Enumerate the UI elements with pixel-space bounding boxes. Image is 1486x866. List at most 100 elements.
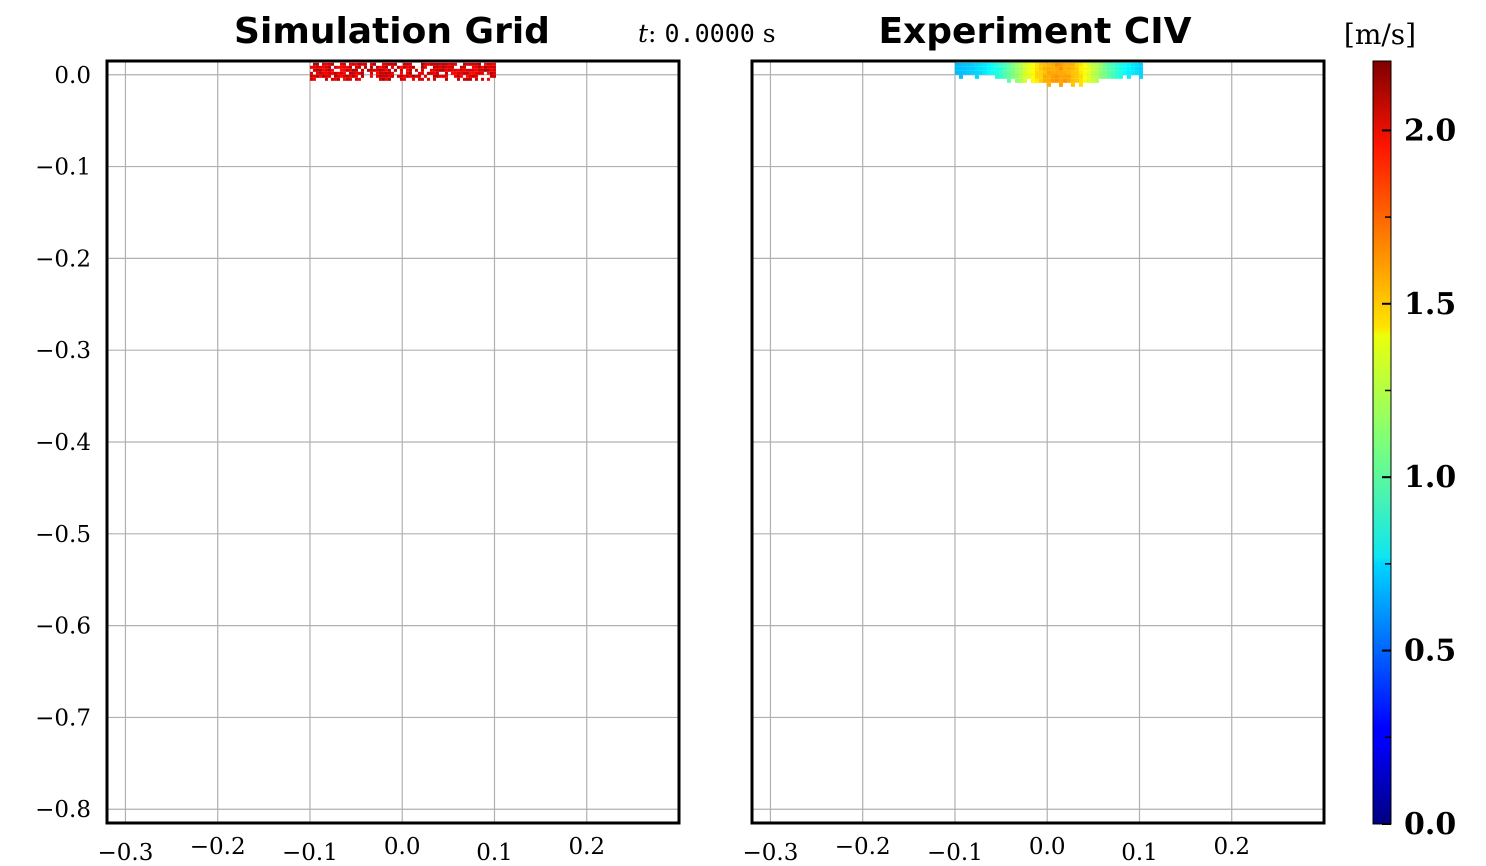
sim-field-cell <box>405 65 409 69</box>
sim-field-cell <box>447 65 451 69</box>
sim-field-cell <box>321 65 325 69</box>
left-xtick-label: −0.2 <box>190 834 246 860</box>
sim-field-cell <box>375 71 379 75</box>
civ-field-cell <box>994 74 999 79</box>
civ-field-cell <box>986 70 991 75</box>
civ-field-cell <box>1122 62 1127 67</box>
sim-field-cell <box>489 65 493 69</box>
sim-field-cell <box>471 74 475 78</box>
civ-field-cell <box>1094 62 1099 67</box>
sim-field-cell <box>342 62 346 66</box>
sim-field-cell <box>456 71 460 75</box>
civ-field-cell <box>1130 62 1135 67</box>
civ-field-cell <box>1002 74 1007 79</box>
civ-field-cell <box>1126 62 1131 67</box>
right-xtick-label: −0.2 <box>835 834 891 860</box>
civ-field-cell <box>1114 66 1119 71</box>
civ-field-cell <box>1094 66 1099 71</box>
civ-field-cell <box>994 66 999 71</box>
civ-field-cell <box>1074 66 1079 71</box>
sim-field-cell <box>444 62 448 66</box>
left-xtick-label: 0.0 <box>384 834 421 860</box>
civ-field-cell <box>1022 78 1027 83</box>
sim-field-cell <box>474 65 478 69</box>
sim-field-cell <box>435 65 439 69</box>
sim-field-cell <box>381 62 385 66</box>
civ-field-cell <box>1094 74 1099 79</box>
civ-field-cell <box>1070 66 1075 71</box>
sim-field-cell <box>330 71 334 75</box>
sim-field-cell <box>378 65 382 69</box>
sim-field-cell <box>384 71 388 75</box>
civ-field-cell <box>958 74 963 79</box>
sim-field-cell <box>336 74 340 78</box>
civ-field-cell <box>990 70 995 75</box>
civ-field-cell <box>1022 70 1027 75</box>
civ-field-cell <box>1134 62 1139 67</box>
sim-field-cell <box>327 65 331 69</box>
sim-field-cell <box>381 65 385 69</box>
civ-field-cell <box>1026 62 1031 67</box>
civ-field-cell <box>970 62 975 67</box>
sim-field-cell <box>399 74 403 78</box>
civ-field-cell <box>970 66 975 71</box>
sim-field-cell <box>369 62 373 66</box>
colorbar-tick-label: 0.0 <box>1404 807 1456 842</box>
sim-field-cell <box>489 71 493 75</box>
civ-field-cell <box>1110 70 1115 75</box>
civ-field-cell <box>1078 82 1083 87</box>
sim-field-cell <box>471 65 475 69</box>
civ-field-cell <box>1118 74 1123 79</box>
left-ytick-label: −0.4 <box>35 430 91 456</box>
civ-field-cell <box>982 62 987 67</box>
civ-field-cell <box>1090 74 1095 79</box>
left-ytick-label: −0.6 <box>35 614 91 640</box>
colorbar-tick-label: 1.0 <box>1404 460 1456 495</box>
left-velocity-field <box>309 62 496 81</box>
sim-field-cell <box>345 68 349 72</box>
civ-field-cell <box>1038 62 1043 67</box>
sim-field-cell <box>426 62 430 66</box>
sim-field-cell <box>474 62 478 66</box>
civ-field-cell <box>1042 78 1047 83</box>
sim-field-cell <box>429 71 433 75</box>
sim-field-cell <box>450 65 454 69</box>
sim-field-cell <box>366 68 370 72</box>
sim-field-cell <box>384 68 388 72</box>
sim-field-cell <box>492 71 496 75</box>
civ-field-cell <box>1034 74 1039 79</box>
sim-field-cell <box>486 62 490 66</box>
civ-field-cell <box>1106 70 1111 75</box>
sim-field-cell <box>378 74 382 78</box>
civ-field-cell <box>1018 78 1023 83</box>
civ-field-cell <box>1134 66 1139 71</box>
civ-field-cell <box>1110 62 1115 67</box>
sim-field-cell <box>369 65 373 69</box>
colorbar-ticks: 0.0 0.5 1.0 1.5 2.0 <box>1382 113 1456 842</box>
sim-field-cell <box>477 65 481 69</box>
left-ytick-label: −0.2 <box>35 246 91 272</box>
civ-field-cell <box>1046 82 1051 87</box>
sim-field-cell <box>459 74 463 78</box>
civ-field-cell <box>1090 78 1095 83</box>
civ-field-cell <box>1066 78 1071 83</box>
civ-field-cell <box>1094 70 1099 75</box>
civ-field-cell <box>1054 78 1059 83</box>
civ-field-cell <box>1030 62 1035 67</box>
civ-field-cell <box>1070 78 1075 83</box>
right-grid <box>752 61 1324 823</box>
sim-field-cell <box>345 77 349 81</box>
sim-field-cell <box>456 68 460 72</box>
sim-field-cell <box>354 62 358 66</box>
civ-field-cell <box>1026 74 1031 79</box>
civ-field-cell <box>990 66 995 71</box>
sim-field-cell <box>387 74 391 78</box>
left-ytick-label: −0.7 <box>35 705 91 731</box>
right-tick-labels: −0.3 −0.2 −0.1 0.0 0.1 0.2 <box>743 834 1251 866</box>
civ-field-cell <box>958 66 963 71</box>
civ-field-cell <box>982 66 987 71</box>
time-separator: : <box>648 19 656 48</box>
civ-field-cell <box>1106 74 1111 79</box>
sim-field-cell <box>375 68 379 72</box>
sim-field-cell <box>474 68 478 72</box>
